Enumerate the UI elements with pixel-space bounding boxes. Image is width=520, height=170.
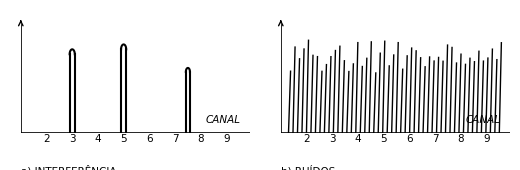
Text: b) RUÍDOS: b) RUÍDOS <box>281 165 335 170</box>
Text: a) INTERFERÊNCIA: a) INTERFERÊNCIA <box>21 165 116 170</box>
Text: CANAL: CANAL <box>205 115 241 125</box>
Text: CANAL: CANAL <box>465 115 501 125</box>
